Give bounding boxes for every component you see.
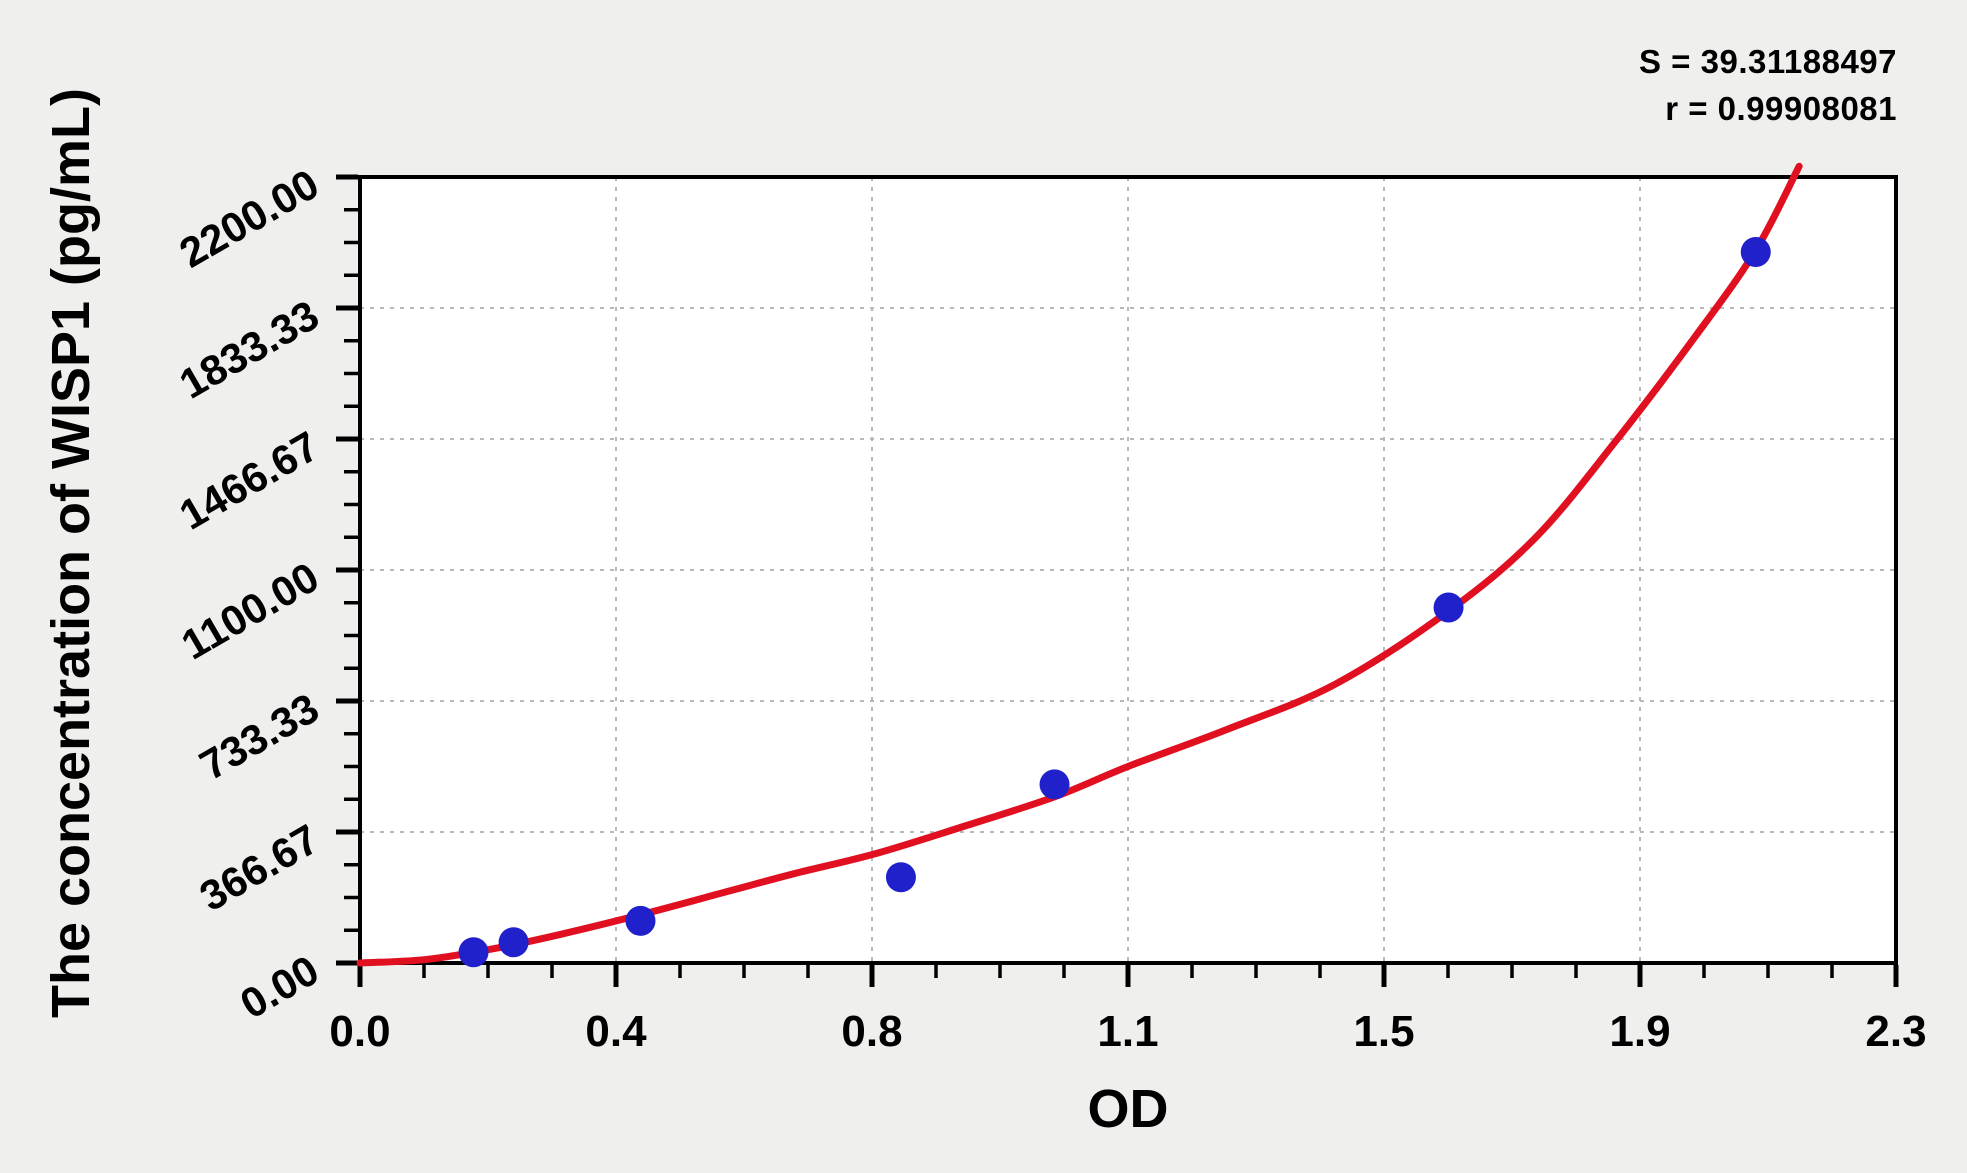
fit-statistic-s: S = 39.31188497 (1639, 43, 1897, 80)
data-point (1039, 769, 1070, 800)
x-tick-label: 1.1 (1097, 1007, 1158, 1056)
y-tick-label: 366.67 (192, 815, 327, 920)
x-tick-label: 0.8 (841, 1007, 902, 1056)
x-axis-title: OD (1087, 1079, 1169, 1139)
x-tick-label: 0.0 (329, 1007, 390, 1056)
y-tick-label: 733.33 (192, 684, 327, 789)
x-tick-label: 1.9 (1609, 1007, 1670, 1056)
x-tick-label: 1.5 (1353, 1007, 1414, 1056)
fit-statistic-r: r = 0.99908081 (1665, 90, 1897, 127)
data-point (1433, 592, 1464, 623)
y-tick-label: 2200.00 (172, 160, 327, 277)
y-tick-label: 1100.00 (174, 553, 327, 668)
data-point (458, 937, 489, 968)
fit-statistics: S = 39.31188497 r = 0.99908081 (1639, 38, 1897, 132)
data-point (625, 905, 656, 936)
fitted-curve (356, 162, 1803, 967)
y-tick-label: 1466.67 (172, 422, 327, 539)
y-tick-label: 0.00 (232, 946, 326, 1028)
plot-border (358, 175, 1898, 965)
x-tick-label: 2.3 (1865, 1007, 1926, 1056)
data-point (885, 862, 916, 893)
data-point (1740, 237, 1771, 268)
x-tick-label: 0.4 (585, 1007, 647, 1056)
y-tick-label: 1833.33 (172, 291, 327, 408)
data-point (498, 927, 529, 958)
